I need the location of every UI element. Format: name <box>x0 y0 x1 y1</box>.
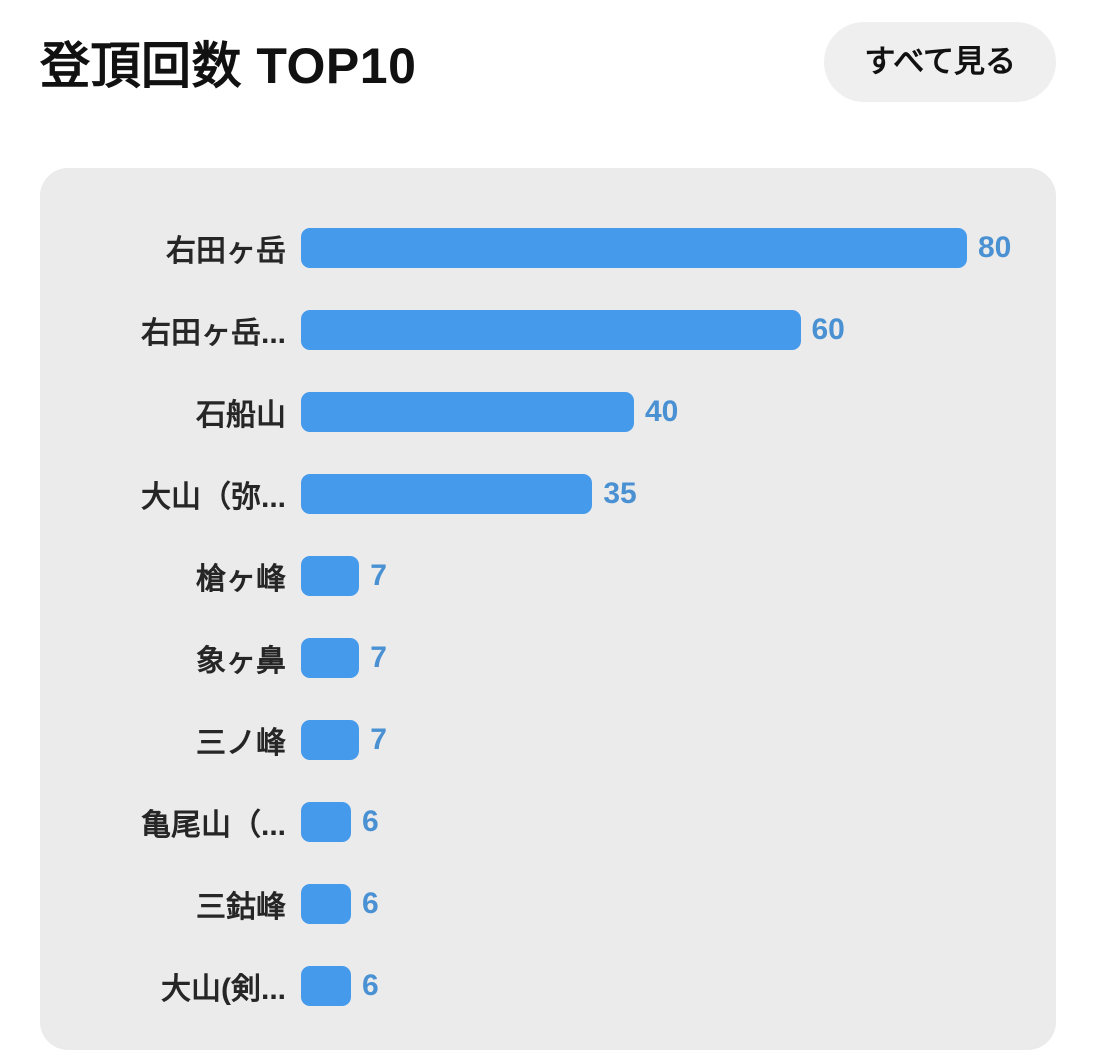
bar <box>301 228 967 269</box>
bar <box>301 556 360 597</box>
chart-row: 三鈷峰 6 <box>60 884 1036 925</box>
bar-category-label: 槍ヶ峰 <box>196 563 286 597</box>
bar-category-label: 三鈷峰 <box>196 891 286 925</box>
bar-value-label: 40 <box>645 395 679 429</box>
bar <box>301 966 351 1007</box>
chart-card: 右田ヶ岳 80 右田ヶ岳... 60 石船山 40 大山（弥... 35 槍ヶ峰 7 象ヶ鼻 7 三ノ峰… <box>40 168 1056 1051</box>
bar-category-label: 三ノ峰 <box>196 727 286 761</box>
bar-value-label: 6 <box>361 887 379 921</box>
bar-category-label: 右田ヶ岳... <box>140 317 286 351</box>
chart-row: 大山（弥... 35 <box>60 474 1036 515</box>
bar-value-label: 7 <box>370 723 387 757</box>
chart-row: 象ヶ鼻 7 <box>60 638 1036 679</box>
chart-row: 槍ヶ峰 7 <box>60 556 1036 597</box>
bar-value-label: 7 <box>370 641 387 675</box>
bar <box>301 392 634 433</box>
bar-value-label: 6 <box>361 969 379 1003</box>
bar-category-label: 右田ヶ岳 <box>166 235 286 269</box>
bar-category-label: 石船山 <box>196 399 286 433</box>
bar-category-label: 大山（弥... <box>140 481 286 515</box>
bar <box>301 802 351 843</box>
bar <box>301 474 593 515</box>
bar <box>301 310 801 351</box>
bar-value-label: 80 <box>978 231 1012 265</box>
chart-row: 三ノ峰 7 <box>60 720 1036 761</box>
chart-row: 亀尾山（... 6 <box>60 802 1036 843</box>
page-header: 登頂回数 TOP10 すべて見る <box>0 0 1096 103</box>
bar-value-label: 6 <box>361 805 379 839</box>
bar-category-label: 象ヶ鼻 <box>196 645 286 679</box>
bar <box>301 720 360 761</box>
bar-value-label: 7 <box>370 559 387 593</box>
see-all-button[interactable]: すべて見る <box>824 22 1056 103</box>
chart-row: 右田ヶ岳 80 <box>60 228 1036 269</box>
chart-row: 大山(剣... 6 <box>60 966 1036 1007</box>
bar-value-label: 35 <box>603 477 637 511</box>
bar <box>301 884 351 925</box>
page-title: 登頂回数 TOP10 <box>40 38 417 95</box>
bar-chart: 右田ヶ岳 80 右田ヶ岳... 60 石船山 40 大山（弥... 35 槍ヶ峰 7 象ヶ鼻 7 三ノ峰… <box>60 228 1036 1007</box>
chart-row: 右田ヶ岳... 60 <box>60 310 1036 351</box>
bar-category-label: 大山(剣... <box>161 973 286 1007</box>
chart-row: 石船山 40 <box>60 392 1036 433</box>
bar-value-label: 60 <box>811 313 845 347</box>
bar-category-label: 亀尾山（... <box>140 809 286 843</box>
bar <box>301 638 360 679</box>
